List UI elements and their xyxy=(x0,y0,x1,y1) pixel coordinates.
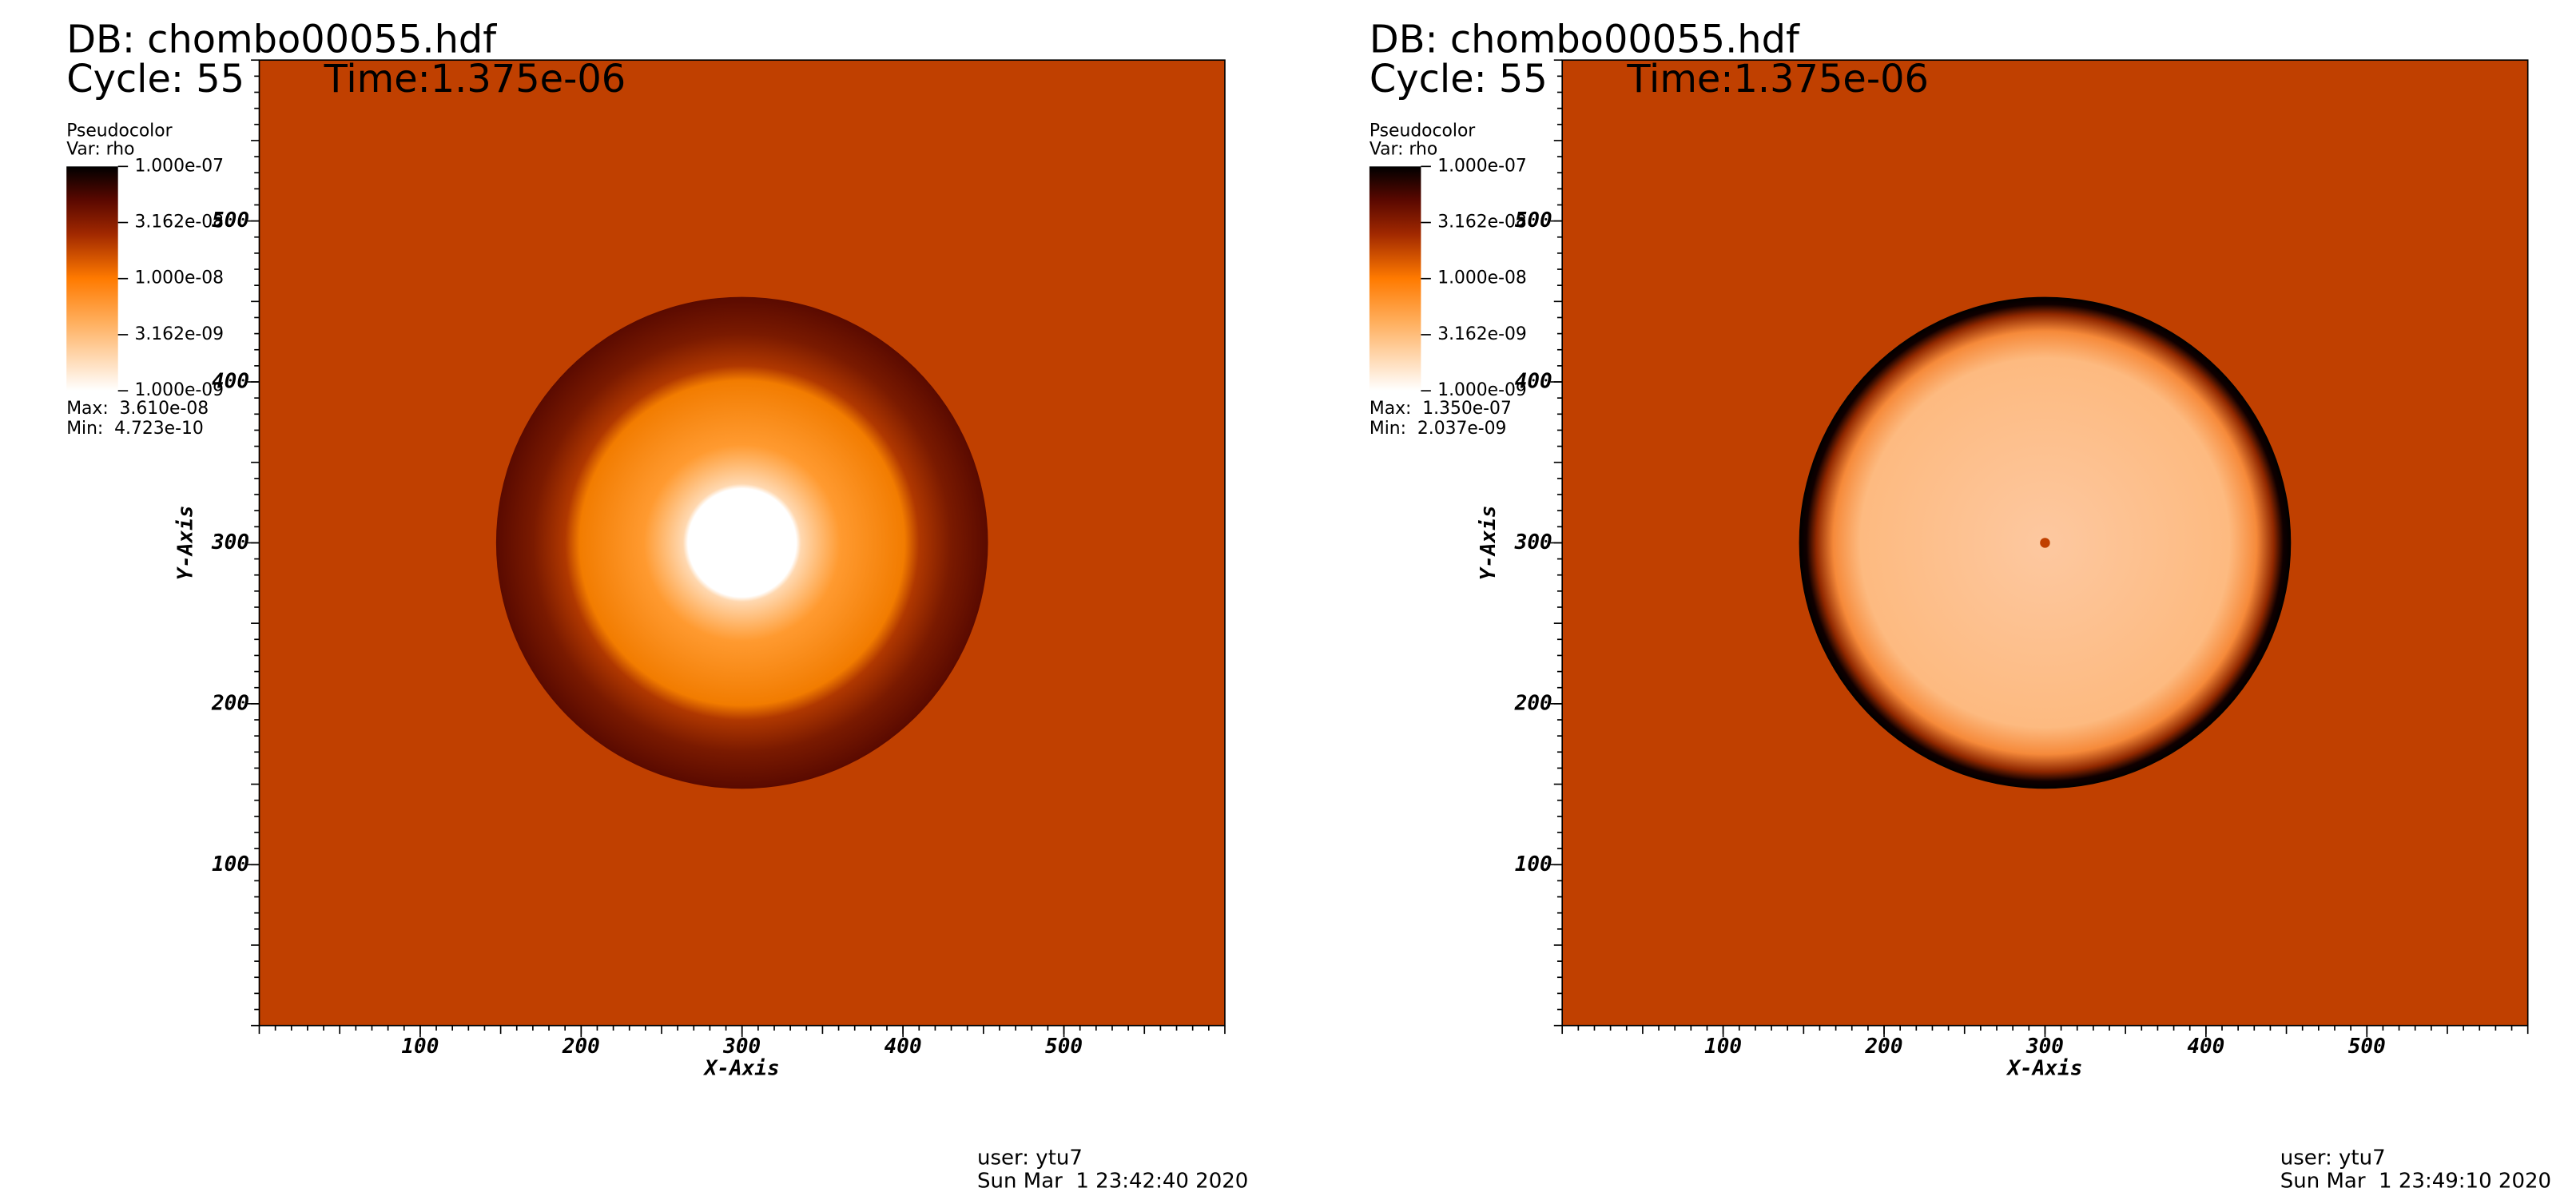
var-name: Var: rho xyxy=(66,140,134,160)
density-disk xyxy=(495,296,988,789)
cycle: Cycle: 55 xyxy=(66,58,244,101)
x-axis-label: X-Axis xyxy=(703,1056,780,1080)
x-tick-label: 300 xyxy=(2025,1035,2064,1059)
colorbar-tick-label: 3.162e-08 xyxy=(134,213,224,232)
cycle: Cycle: 55 xyxy=(1369,58,1548,101)
plot-name: Pseudocolor xyxy=(66,121,172,141)
x-tick-label: 300 xyxy=(722,1035,761,1059)
x-tick-label: 400 xyxy=(2187,1035,2224,1059)
y-tick-label: 300 xyxy=(1514,530,1552,554)
x-tick-label: 500 xyxy=(2348,1035,2386,1059)
x-tick-label: 100 xyxy=(401,1035,439,1059)
date: Sun Mar 1 23:42:40 2020 xyxy=(977,1170,1248,1192)
x-axis-label: X-Axis xyxy=(2006,1056,2082,1080)
y-tick-label: 400 xyxy=(212,370,249,394)
time: Time:1.375e-06 xyxy=(324,58,626,101)
y-tick-label: 500 xyxy=(1515,209,1552,232)
center-dot xyxy=(2040,538,2050,548)
y-tick-label: 100 xyxy=(212,852,249,876)
min-value: Min: 2.037e-09 xyxy=(1369,419,1507,439)
db-title: DB: chombo00055.hdf xyxy=(66,18,497,62)
colorbar-tick-label: 1.000e-09 xyxy=(1437,380,1527,400)
y-tick-label: 500 xyxy=(212,209,249,232)
var-name: Var: rho xyxy=(1369,140,1437,160)
max-value: Max: 1.350e-07 xyxy=(1369,399,1512,419)
y-axis-label: Y-Axis xyxy=(173,505,197,580)
plot-name: Pseudocolor xyxy=(1369,121,1475,141)
time: Time:1.375e-06 xyxy=(1626,58,1929,101)
y-tick-label: 100 xyxy=(1515,852,1552,876)
x-tick-label: 400 xyxy=(885,1035,922,1059)
y-tick-label: 300 xyxy=(211,530,249,554)
max-value: Max: 3.610e-08 xyxy=(66,399,209,419)
y-axis-label: Y-Axis xyxy=(1477,505,1501,580)
y-tick-label: 200 xyxy=(1514,691,1552,715)
colorbar-tick-label: 3.162e-09 xyxy=(134,324,224,344)
colorbar-tick-label: 3.162e-09 xyxy=(1437,324,1527,344)
colorbar xyxy=(66,166,118,391)
y-tick-label: 400 xyxy=(1515,370,1552,394)
db-title: DB: chombo00055.hdf xyxy=(1369,18,1800,62)
user: user: ytu7 xyxy=(2280,1146,2386,1170)
colorbar-tick-label: 1.000e-08 xyxy=(1437,268,1527,288)
x-tick-label: 200 xyxy=(1865,1035,1903,1059)
colorbar-tick-label: 1.000e-07 xyxy=(1437,156,1527,176)
x-tick-label: 200 xyxy=(562,1035,600,1059)
colorbar-tick-label: 1.000e-07 xyxy=(134,156,224,176)
x-tick-label: 100 xyxy=(1704,1035,1742,1059)
min-value: Min: 4.723e-10 xyxy=(66,419,204,439)
user: user: ytu7 xyxy=(977,1146,1083,1170)
colorbar-tick-label: 3.162e-08 xyxy=(1437,213,1527,232)
x-tick-label: 500 xyxy=(1045,1035,1083,1059)
y-tick-label: 200 xyxy=(211,691,249,715)
colorbar-tick-label: 1.000e-09 xyxy=(134,380,224,400)
colorbar xyxy=(1369,166,1421,391)
panel: 100 200 300 400 500 100 200 300 400 500 X-Axis Y-Ax… xyxy=(1369,18,2551,1192)
panel: 100 200 300 400 500 100 200 300 400 500 X-Axis Y-Ax… xyxy=(66,18,1248,1192)
date: Sun Mar 1 23:49:10 2020 xyxy=(2280,1170,2551,1192)
colorbar-tick-label: 1.000e-08 xyxy=(134,268,224,288)
